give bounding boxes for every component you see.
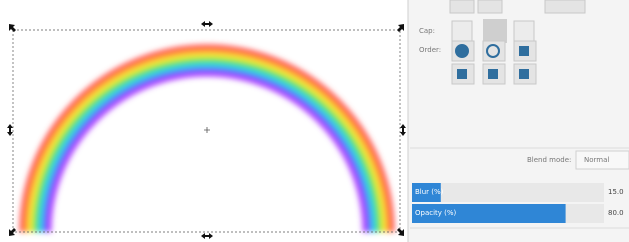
workspace: Cap: Order: Blend mode: Normal Blur (%) … bbox=[0, 0, 629, 242]
blend-mode-label: Blend mode: bbox=[527, 156, 571, 164]
screen: Cap: Order: Blend mode: Normal Blur (%) … bbox=[0, 0, 629, 242]
blur-label: Blur (%) bbox=[415, 188, 444, 196]
opacity-value: 80.0 bbox=[608, 209, 624, 217]
cap-label: Cap: bbox=[419, 27, 435, 35]
cap-buttons[interactable] bbox=[452, 19, 534, 43]
blur-value: 15.0 bbox=[608, 188, 624, 196]
order-label: Order: bbox=[419, 46, 441, 54]
opacity-label: Opacity (%) bbox=[415, 209, 457, 217]
blend-mode-value: Normal bbox=[584, 156, 609, 164]
